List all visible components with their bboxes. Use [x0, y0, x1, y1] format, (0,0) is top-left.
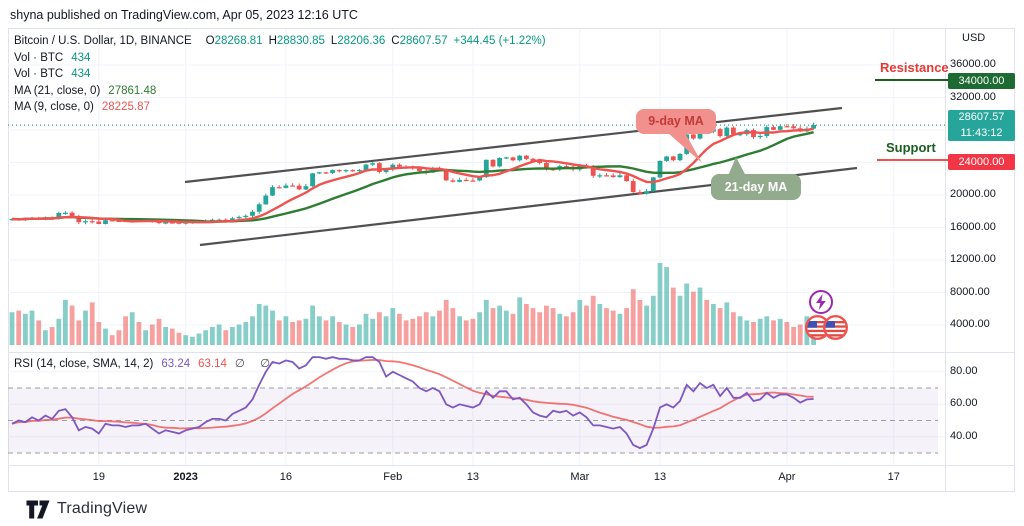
legend-symbol-row[interactable]: Bitcoin / U.S. Dollar, 1D, BINANCE O28268… — [14, 33, 546, 50]
volume-value: 434 — [71, 51, 91, 64]
tradingview-logo-text: TradingView — [57, 500, 148, 517]
time-tick-label: 13 — [466, 471, 480, 483]
time-tick-label: Feb — [383, 471, 403, 483]
lightning-icon — [809, 290, 833, 314]
rsi-signal-value: 63.14 — [198, 358, 227, 370]
volume-label: Vol · BTC — [14, 51, 64, 64]
ma9-value: 28225.87 — [101, 101, 150, 113]
tradingview-logo[interactable]: TradingView — [26, 497, 147, 521]
close-value: 28607.57 — [399, 35, 448, 47]
price-axis-currency-label: USD — [962, 32, 986, 44]
low-label: L — [330, 35, 338, 47]
last-price-value: 28607.57 — [958, 111, 1005, 123]
usd-flag-icon — [804, 314, 831, 341]
resistance-price-badge: 34000.00 — [948, 73, 1015, 89]
price-tick-label: 36000.00 — [950, 58, 996, 70]
rsi-label: RSI (14, close, SMA, 14, 2) — [14, 358, 154, 370]
high-label: H — [268, 35, 277, 47]
rsi-empty-values: ∅ ∅ — [234, 358, 277, 370]
support-price-badge: 24000.00 — [948, 154, 1015, 170]
high-value: 28830.85 — [276, 35, 325, 47]
open-label: O — [205, 35, 215, 47]
ma9-legend-row[interactable]: MA (9, close, 0) 28225.87 — [14, 99, 546, 116]
instant-order-button[interactable] — [808, 289, 834, 315]
low-value: 28206.36 — [337, 35, 386, 47]
change-value: +344.45 (+1.22%) — [453, 35, 546, 47]
price-tick-label: 32000.00 — [950, 90, 996, 103]
ma21-label: MA (21, close, 0) — [14, 84, 101, 97]
rsi-tick-label: 80.00 — [950, 364, 978, 377]
time-tick-label: 17 — [887, 471, 900, 483]
rsi-tick-label: 40.00 — [950, 429, 978, 442]
volume-label: Vol · BTC — [14, 68, 64, 80]
rsi-value: 63.24 — [161, 358, 191, 370]
chart-legend: Bitcoin / U.S. Dollar, 1D, BINANCE O28268… — [14, 33, 546, 116]
bar-countdown: 11:43:12 — [960, 126, 1003, 139]
ma21-callout-label[interactable]: 21-day MA — [711, 174, 801, 200]
time-tick-label: 2023 — [173, 471, 198, 483]
time-tick-label: 13 — [653, 471, 667, 483]
support-label[interactable]: Support — [886, 140, 936, 155]
rsi-legend[interactable]: RSI (14, close, SMA, 14, 2) 63.24 63.14 ∅ ∅ — [14, 356, 276, 370]
close-label: C — [391, 35, 400, 47]
last-price-badge: 28607.57 11:43:12 — [948, 110, 1015, 141]
time-tick-label: Mar — [570, 471, 590, 483]
tradingview-logo-icon — [26, 500, 50, 518]
rsi-tick-label: 60.00 — [950, 397, 978, 410]
volume-legend-row[interactable]: Vol · BTC 434 — [14, 50, 546, 67]
price-tick-label: 8000.00 — [950, 285, 990, 298]
attribution-text: shyna published on TradingView.com, Apr … — [10, 8, 358, 22]
ma21-legend-row[interactable]: MA (21, close, 0) 27861.48 — [14, 83, 546, 100]
time-tick-label: 16 — [279, 471, 292, 483]
symbol-title: Bitcoin / U.S. Dollar, 1D, BINANCE — [14, 35, 192, 47]
open-value: 28268.81 — [214, 35, 263, 47]
support-trendline[interactable] — [877, 159, 948, 161]
usd-pair-flags[interactable] — [804, 314, 850, 341]
ma9-label: MA (9, close, 0) — [14, 101, 94, 113]
volume-value: 434 — [71, 68, 91, 80]
price-tick-label: 12000.00 — [950, 253, 996, 265]
price-chart-canvas[interactable] — [8, 28, 1016, 492]
ma9-callout-label[interactable]: 9-day MA — [636, 109, 716, 134]
resistance-label[interactable]: Resistance — [880, 60, 949, 75]
resistance-trendline[interactable] — [875, 79, 948, 81]
price-tick-label: 16000.00 — [950, 220, 996, 233]
price-tick-label: 4000.00 — [950, 318, 990, 330]
time-tick-label: Apr — [778, 471, 796, 483]
price-tick-label: 20000.00 — [950, 188, 996, 200]
volume-legend-row[interactable]: Vol · BTC 434 — [14, 66, 546, 83]
usd-flag-icon — [822, 314, 849, 341]
ma21-value: 27861.48 — [108, 84, 157, 97]
time-tick-label: 19 — [92, 471, 105, 483]
